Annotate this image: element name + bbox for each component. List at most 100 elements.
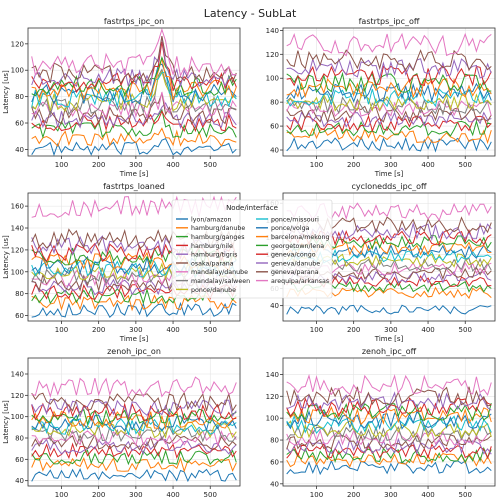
- y-tick-label: 60: [15, 456, 24, 464]
- x-tick-label: 400: [166, 161, 179, 169]
- x-tick-label: 400: [421, 491, 434, 499]
- legend-item: ponce/missouri: [256, 216, 319, 223]
- series-line: [286, 88, 492, 108]
- x-tick-label: 100: [310, 491, 323, 499]
- y-tick-label: 60: [15, 312, 24, 320]
- series-line: [31, 301, 237, 319]
- series-line: [31, 408, 237, 426]
- legend-label: arequipa/arkansas: [271, 278, 329, 285]
- y-tick-label: 80: [15, 93, 24, 101]
- series-line: [31, 137, 237, 157]
- legend-label: lyon/amazon: [191, 216, 231, 223]
- series-line: [31, 58, 237, 102]
- y-tick-label: 160: [11, 203, 24, 211]
- series-line: [31, 414, 237, 432]
- series-line: [31, 102, 237, 130]
- y-tick-label: 140: [11, 371, 24, 379]
- x-tick-label: 200: [92, 161, 105, 169]
- y-tick-label: 40: [15, 146, 24, 154]
- series-line: [286, 57, 492, 80]
- legend-label: ponce/missouri: [271, 216, 319, 223]
- series-line: [31, 41, 237, 94]
- x-tick-label: 200: [347, 326, 360, 334]
- y-tick-label: 100: [11, 413, 24, 421]
- legend-item: ponce/danube: [176, 287, 236, 294]
- y-axis-label: Latency [us]: [2, 400, 10, 444]
- series-line: [31, 55, 237, 97]
- x-axis-label: Time [s]: [374, 170, 404, 178]
- legend-item: ponce/volga: [256, 225, 310, 232]
- x-tick-label: 300: [129, 326, 142, 334]
- series-line: [286, 114, 492, 133]
- panel-title: zenoh_ipc_off: [362, 347, 417, 356]
- x-tick-label: 300: [384, 491, 397, 499]
- series-line: [286, 49, 492, 72]
- series-line: [31, 68, 237, 117]
- y-tick-label: 80: [270, 99, 279, 107]
- legend-label: hamburg/nile: [191, 243, 233, 250]
- y-tick-label: 60: [270, 123, 279, 131]
- y-tick-label: 120: [266, 51, 279, 59]
- series-line: [286, 414, 492, 435]
- x-tick-label: 400: [421, 326, 434, 334]
- legend-item: geneva/congo: [256, 252, 316, 259]
- x-tick-label: 400: [421, 161, 434, 169]
- legend: Node/interface lyon/amazon hamburg/danube h…: [171, 199, 333, 299]
- plot-frame: [27, 357, 241, 487]
- chart-panel-1: 100 200 300 400 500 40 60 80 100 120 140 fastrtps_i…: [266, 17, 496, 178]
- x-tick-label: 500: [204, 491, 217, 499]
- y-tick-label: 100: [266, 75, 279, 83]
- series-line: [286, 409, 492, 431]
- series-line: [286, 373, 492, 397]
- y-tick-label: 80: [270, 437, 279, 445]
- x-tick-label: 200: [347, 491, 360, 499]
- series-line: [286, 127, 492, 145]
- legend-item: arequipa/arkansas: [256, 278, 329, 285]
- x-tick-label: 500: [459, 161, 472, 169]
- series-line: [31, 108, 237, 139]
- series-line: [31, 27, 237, 78]
- x-tick-label: 500: [204, 161, 217, 169]
- legend-label: ponce/volga: [271, 225, 310, 232]
- y-tick-label: 120: [266, 393, 279, 401]
- x-tick-label: 200: [92, 491, 105, 499]
- legend-item: hamburg/nile: [176, 243, 233, 250]
- series-line: [286, 428, 492, 447]
- x-tick-label: 200: [347, 161, 360, 169]
- plot-frame: [282, 357, 496, 487]
- legend-item: hamburg/tigris: [176, 252, 237, 259]
- series-line: [31, 433, 237, 451]
- series-line: [286, 119, 492, 137]
- series-line: [286, 71, 492, 94]
- x-tick-label: 400: [166, 491, 179, 499]
- legend-label: ponce/danube: [191, 287, 236, 294]
- y-tick-label: 40: [270, 147, 279, 155]
- legend-item: geneva/danube: [256, 260, 320, 267]
- panel-title: fastrtps_ipc_on: [104, 17, 164, 26]
- x-axis-label: Time [s]: [374, 335, 404, 343]
- series-line: [286, 391, 492, 412]
- legend-item: geneva/parana: [256, 269, 319, 276]
- panel-title: fastrtps_loaned: [103, 182, 165, 191]
- series-line: [31, 63, 237, 105]
- plot-frame: [27, 27, 241, 157]
- panel-title: fastrtps_ipc_off: [359, 17, 420, 26]
- y-tick-label: 100: [11, 268, 24, 276]
- series-line: [31, 127, 237, 148]
- y-tick-label: 140: [11, 225, 24, 233]
- legend-item: barcelona/mekong: [256, 234, 330, 241]
- y-axis-label: Latency [us]: [2, 235, 10, 279]
- x-axis-label: Time [s]: [119, 170, 149, 178]
- x-tick-label: 500: [459, 491, 472, 499]
- legend-label: hamburg/tigris: [191, 252, 237, 259]
- y-tick-label: 40: [270, 302, 279, 310]
- series-line: [31, 391, 237, 412]
- x-tick-label: 100: [310, 326, 323, 334]
- plot-frame: [282, 27, 496, 157]
- x-tick-label: 500: [204, 326, 217, 334]
- y-tick-label: 100: [11, 67, 24, 75]
- legend-item: hamburg/danube: [176, 225, 245, 232]
- legend-label: mandalay/danube: [191, 269, 248, 276]
- y-tick-label: 140: [266, 371, 279, 379]
